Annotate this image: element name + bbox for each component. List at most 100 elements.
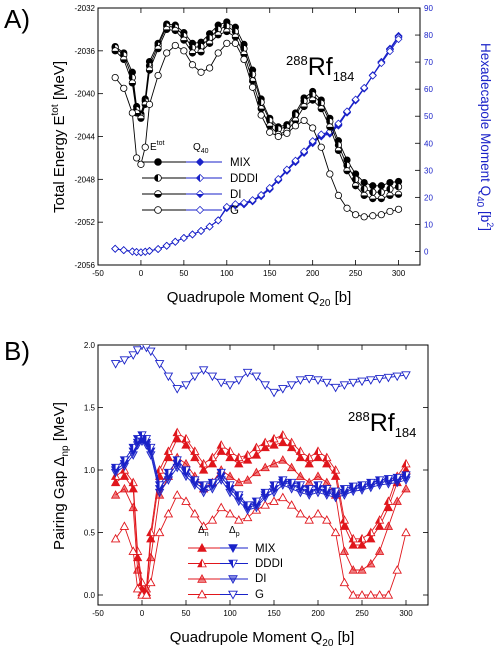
energy-point-g [188, 61, 197, 69]
q40-point-g [317, 130, 326, 139]
neutron-gap-point-di [366, 558, 376, 568]
panel-b-plot-frame [97, 344, 429, 606]
y-tick-label: 1.0 [84, 466, 96, 475]
neutron-gap-point-g [374, 590, 385, 599]
proton-gap-point-di [132, 441, 143, 450]
energy-point-g [386, 207, 394, 216]
neutron-gap-point-di [251, 467, 262, 477]
legend-b-header-proton: Δp [229, 525, 240, 538]
proton-gap-point-di [383, 480, 394, 489]
neutron-gap-point-dddi [366, 527, 376, 537]
x-tick-label: 250 [349, 269, 363, 278]
neutron-gap-point-di [269, 458, 279, 468]
energy-point-di [188, 49, 197, 57]
energy-point-dddi [360, 185, 368, 193]
neutron-gap-point-g [286, 500, 297, 509]
energy-point-g [145, 100, 154, 108]
energy-point-g [137, 160, 145, 168]
neutron-gap-point-mix [110, 477, 121, 487]
proton-gap-point-dddi [322, 485, 332, 494]
proton-gap-point-dddi [163, 468, 174, 478]
proton-gap-point-dddi [339, 485, 350, 494]
energy-point-g [274, 132, 282, 141]
proton-gap-point-dddi [216, 468, 226, 478]
neutron-gap-point-mix [216, 446, 226, 455]
proton-gap-point-dddi [207, 478, 218, 488]
neutron-gap-point-dddi [330, 465, 341, 474]
proton-gap-point-dddi [392, 473, 402, 483]
proton-gap-point-dddi [260, 488, 270, 498]
proton-gap-point-di [269, 488, 279, 498]
proton-gap-point-g [260, 381, 270, 390]
legend-a-q40-marker [195, 205, 205, 215]
energy-point-dddi [309, 91, 317, 99]
neutron-gap-point-mix [172, 433, 182, 443]
neutron-gap-point-g [132, 583, 143, 593]
proton-gap-point-g [401, 371, 411, 380]
energy-point-di [171, 26, 179, 35]
neutron-gap-point-di [225, 471, 235, 480]
legend-a-energy-marker [154, 158, 162, 166]
right-y-tick-label: 70 [424, 58, 433, 67]
x-tick-label: 200 [306, 269, 320, 278]
neutron-gap-point-g [190, 508, 200, 518]
proton-gap-point-di [374, 481, 385, 490]
energy-point-dddi [197, 42, 205, 51]
legend-b-neutron-marker [197, 573, 207, 583]
x-tick-label: 250 [355, 609, 369, 618]
q40-point-g [351, 95, 360, 104]
neutron-gap-point-g [216, 502, 226, 512]
neutron-gap-point-g [110, 533, 121, 543]
panel-a-legend: Etot Q40 MIX DDDI DI G [142, 140, 258, 217]
energy-point-g [266, 128, 274, 136]
neutron-gap-point-g [260, 500, 270, 509]
q40-point-g [343, 107, 351, 116]
proton-gap-point-dddi [295, 481, 306, 490]
y-tick-label: -2036 [75, 47, 96, 56]
neutron-gap-point-dddi [163, 446, 174, 455]
energy-point-g [171, 41, 179, 50]
q40-point-g [154, 245, 163, 254]
neutron-gap-point-mix [260, 442, 270, 452]
neutron-gap-point-mix [278, 437, 288, 447]
proton-gap-point-g [207, 372, 218, 382]
neutron-gap-point-di [286, 462, 297, 472]
neutron-gap-point-di [146, 552, 156, 562]
panel-b-nucleus-label: 288Rf184 [348, 409, 416, 440]
right-y-tick-label: 40 [424, 139, 433, 148]
proton-gap-point-g [132, 346, 143, 355]
proton-gap-point-g [128, 351, 138, 360]
proton-gap-point-di [401, 476, 411, 485]
energy-point-g [128, 109, 136, 117]
energy-point-g [351, 211, 360, 219]
y-tick-label: -2032 [75, 4, 96, 13]
energy-point-g [369, 212, 377, 220]
proton-gap-point-g [330, 383, 341, 393]
neutron-gap-point-di [278, 455, 288, 464]
neutron-gap-point-di [357, 565, 367, 574]
energy-point-g [180, 47, 188, 55]
neutron-gap-point-di [242, 475, 253, 484]
energy-point-dddi [377, 188, 385, 196]
proton-gap-point-di [304, 491, 314, 500]
energy-point-di [197, 48, 205, 56]
proton-gap-point-g [357, 377, 367, 387]
proton-gap-point-di [198, 488, 209, 498]
proton-gap-point-dddi [172, 456, 182, 465]
proton-gap-point-dddi [190, 476, 200, 485]
proton-gap-point-di [225, 488, 235, 498]
q40-point-g [197, 226, 206, 235]
panel-b-y-axis-label: Pairing Gap Δnp [MeV] [51, 402, 71, 550]
neutron-gap-point-dddi [339, 515, 350, 524]
neutron-gap-point-di [260, 462, 270, 472]
proton-gap-point-di [278, 481, 288, 490]
proton-gap-point-g [154, 360, 165, 369]
legend-a-header-q40: Q40 [193, 142, 209, 155]
legend-a-marks [142, 157, 222, 215]
legend-a-q40-marker [195, 173, 205, 183]
neutron-gap-point-dddi [225, 446, 235, 455]
q40-point-g [248, 196, 257, 205]
panel-b-axes: -50 0 50 100 150 200 250 300 0.0 0.5 1.0 1.5 2.0 [84, 341, 428, 618]
x-tick-label: 50 [182, 609, 191, 618]
proton-gap-point-di [251, 503, 262, 513]
